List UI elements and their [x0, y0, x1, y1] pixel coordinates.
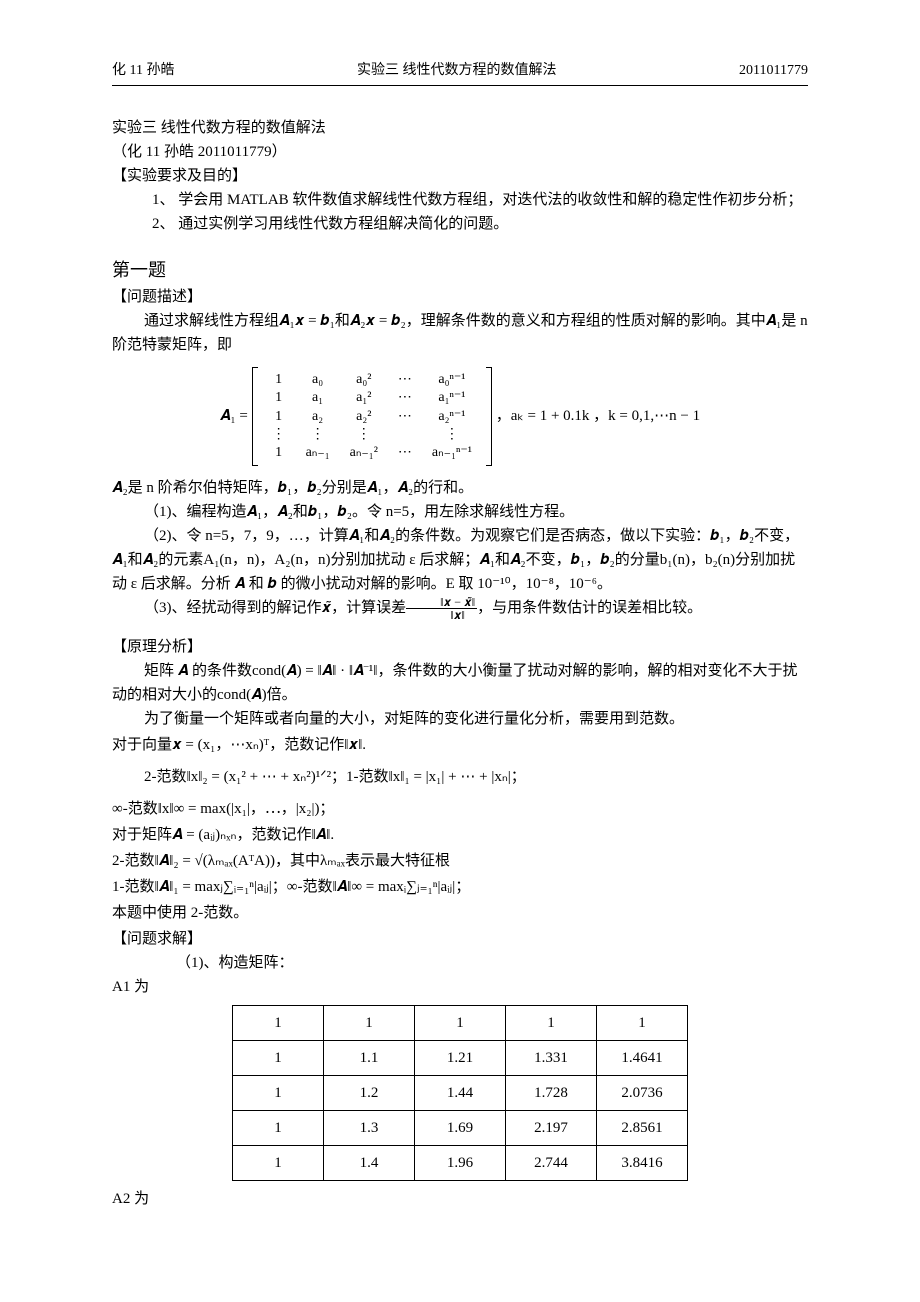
- theory-p4: 对于矩阵𝑨 = (aᵢⱼ)ₙₓₙ，范数记作‖𝑨‖.: [112, 823, 808, 847]
- m-cell: a₁ⁿ⁻¹: [422, 389, 482, 407]
- cell: 1: [233, 1146, 324, 1181]
- m-cell: a₂ⁿ⁻¹: [422, 408, 482, 426]
- m-cell: a₁²: [340, 389, 388, 407]
- cell: 2.744: [506, 1146, 597, 1181]
- theory-p2: 为了衡量一个矩阵或者向量的大小，对矩阵的变化进行量化分析，需要用到范数。: [112, 707, 808, 731]
- problem-desc-heading: 【问题描述】: [112, 285, 808, 309]
- desc-paragraph-4: （2)、令 n=5，7，9，…，计算𝑨₁和𝑨₂的条件数。为观察它们是否病态，做以…: [112, 524, 808, 596]
- requirement-item-1: 1、 学会用 MATLAB 软件数值求解线性代数方程组，对迭代法的收敛性和解的稳…: [112, 188, 808, 212]
- m-cell: ⋯: [388, 444, 422, 462]
- m-cell: ⋯: [388, 389, 422, 407]
- page: 化 11 孙皓 实验三 线性代数方程的数值解法 2011011779 实验三 线…: [0, 0, 920, 1302]
- desc-p1b: 𝑨₁𝒙 = 𝒃₁和𝑨₂𝒙 = 𝒃₂: [279, 313, 406, 329]
- cell: 1.44: [415, 1076, 506, 1111]
- solve-heading: 【问题求解】: [112, 927, 808, 951]
- matrix-suffix: ，aₖ = 1 + 0.1k ，k = 0,1,⋯n − 1: [496, 408, 700, 424]
- cell: 1: [233, 1111, 324, 1146]
- frac-numerator: ‖𝒙 − 𝒙̃‖: [406, 596, 477, 609]
- cell: 1.96: [415, 1146, 506, 1181]
- cell: 3.8416: [597, 1146, 688, 1181]
- m-cell: aₙ₋₁ⁿ⁻¹: [422, 444, 482, 462]
- requirements-heading: 【实验要求及目的】: [112, 164, 808, 188]
- cell: 1.4641: [597, 1041, 688, 1076]
- cell: 2.0736: [597, 1076, 688, 1111]
- cell: 1.331: [506, 1041, 597, 1076]
- requirement-item-2: 2、 通过实例学习用线性代数方程组解决简化的问题。: [112, 212, 808, 236]
- cell: 1: [506, 1006, 597, 1041]
- theory-formula-3: 2-范数‖𝑨‖₂ = √(λₘₐₓ(AᵀA))，其中λₘₐₓ表示最大特征根: [112, 849, 808, 873]
- m-cell: ⋮: [296, 426, 340, 444]
- header-center: 实验三 线性代数方程的数值解法: [357, 60, 557, 82]
- desc-paragraph-1: 通过求解线性方程组𝑨₁𝒙 = 𝒃₁和𝑨₂𝒙 = 𝒃₂，理解条件数的意义和方程组的…: [112, 309, 808, 357]
- m-cell: a₂: [296, 408, 340, 426]
- cell: 1: [324, 1006, 415, 1041]
- doc-subtitle: （化 11 孙皓 2011011779）: [112, 140, 808, 164]
- m-cell: ⋮: [422, 426, 482, 444]
- theory-formula-4: 1-范数‖𝑨‖₁ = maxⱼ∑ᵢ₌₁ⁿ|aᵢⱼ|；∞-范数‖𝑨‖∞ = max…: [112, 875, 808, 899]
- table-row: 11111: [233, 1006, 688, 1041]
- m-cell: ⋯: [388, 408, 422, 426]
- cell: 1: [233, 1006, 324, 1041]
- m-cell: ⋮: [340, 426, 388, 444]
- cell: 2.197: [506, 1111, 597, 1146]
- cell: 1.1: [324, 1041, 415, 1076]
- question-1-heading: 第一题: [112, 256, 808, 285]
- m-cell: a₂²: [340, 408, 388, 426]
- page-header: 化 11 孙皓 实验三 线性代数方程的数值解法 2011011779: [112, 60, 808, 86]
- vandermonde-matrix-formula: 𝑨₁ = 1a₀a₀²⋯a₀ⁿ⁻¹ 1a₁a₁²⋯a₁ⁿ⁻¹ 1a₂a₂²⋯a₂…: [112, 367, 808, 466]
- table-row: 11.31.692.1972.8561: [233, 1111, 688, 1146]
- m-cell: 1: [262, 444, 296, 462]
- a1-label: A1 为: [112, 975, 808, 999]
- cell: 1: [415, 1006, 506, 1041]
- m-cell: a₀²: [340, 371, 388, 389]
- a1-matrix-table: 11111 11.11.211.3311.4641 11.21.441.7282…: [232, 1005, 688, 1181]
- m-cell: a₁: [296, 389, 340, 407]
- m-cell: a₀: [296, 371, 340, 389]
- m-cell: a₀ⁿ⁻¹: [422, 371, 482, 389]
- cell: 1: [233, 1076, 324, 1111]
- theory-p5: 本题中使用 2-范数。: [112, 901, 808, 925]
- matrix-body: 1a₀a₀²⋯a₀ⁿ⁻¹ 1a₁a₁²⋯a₁ⁿ⁻¹ 1a₂a₂²⋯a₂ⁿ⁻¹ ⋮…: [252, 367, 492, 466]
- cell: 1.3: [324, 1111, 415, 1146]
- cell: 1.69: [415, 1111, 506, 1146]
- m-cell: 1: [262, 389, 296, 407]
- cell: 1.4: [324, 1146, 415, 1181]
- m-cell: ⋯: [388, 371, 422, 389]
- header-right: 2011011779: [739, 60, 808, 82]
- a2-label: A2 为: [112, 1187, 808, 1211]
- m-cell: [388, 426, 422, 444]
- frac-denominator: ‖𝒙‖: [406, 609, 477, 621]
- desc-p1a: 通过求解线性方程组: [144, 313, 279, 329]
- desc-paragraph-2: 𝑨₂是 n 阶希尔伯特矩阵，𝒃₁，𝒃₂分别是𝑨₁，𝑨₂的行和。: [112, 476, 808, 500]
- header-left: 化 11 孙皓: [112, 60, 174, 82]
- theory-heading: 【原理分析】: [112, 635, 808, 659]
- m-cell: 1: [262, 371, 296, 389]
- desc-paragraph-3: （1)、编程构造𝑨₁，𝑨₂和𝒃₁，𝒃₂。令 n=5，用左除求解线性方程。: [112, 500, 808, 524]
- table-row: 11.21.441.7282.0736: [233, 1076, 688, 1111]
- doc-title: 实验三 线性代数方程的数值解法: [112, 116, 808, 140]
- theory-formula-2: ∞-范数‖x‖∞ = max(|x₁|，⋯，|x₂|)；: [112, 797, 808, 821]
- cell: 1: [597, 1006, 688, 1041]
- m-cell: ⋮: [262, 426, 296, 444]
- theory-formula-1: 2-范数‖x‖₂ = (x₁² + ⋯ + xₙ²)¹ᐟ²；1-范数‖x‖₁ =…: [144, 765, 808, 789]
- fraction: ‖𝒙 − 𝒙̃‖‖𝒙‖: [406, 596, 477, 621]
- table-row: 11.11.211.3311.4641: [233, 1041, 688, 1076]
- theory-p3: 对于向量𝒙 = (x₁，⋯xₙ)ᵀ，范数记作‖𝒙‖.: [112, 733, 808, 757]
- solve-p1: （1)、构造矩阵：: [112, 951, 808, 975]
- cell: 1.2: [324, 1076, 415, 1111]
- desc-p5b: ，与用条件数估计的误差相比较。: [477, 600, 702, 616]
- cell: 1.21: [415, 1041, 506, 1076]
- table-row: 11.41.962.7443.8416: [233, 1146, 688, 1181]
- cell: 2.8561: [597, 1111, 688, 1146]
- desc-p5a: （3)、经扰动得到的解记作𝒙̃，计算误差: [144, 600, 406, 616]
- cell: 1: [233, 1041, 324, 1076]
- m-cell: aₙ₋₁: [296, 444, 340, 462]
- cell: 1.728: [506, 1076, 597, 1111]
- matrix-label: 𝑨₁ =: [220, 408, 248, 424]
- theory-p1: 矩阵 𝑨 的条件数cond(𝑨) = ‖𝑨‖ · ‖𝑨⁻¹‖，条件数的大小衡量了…: [112, 659, 808, 707]
- m-cell: 1: [262, 408, 296, 426]
- desc-paragraph-5: （3)、经扰动得到的解记作𝒙̃，计算误差‖𝒙 − 𝒙̃‖‖𝒙‖，与用条件数估计的…: [112, 596, 808, 621]
- m-cell: aₙ₋₁²: [340, 444, 388, 462]
